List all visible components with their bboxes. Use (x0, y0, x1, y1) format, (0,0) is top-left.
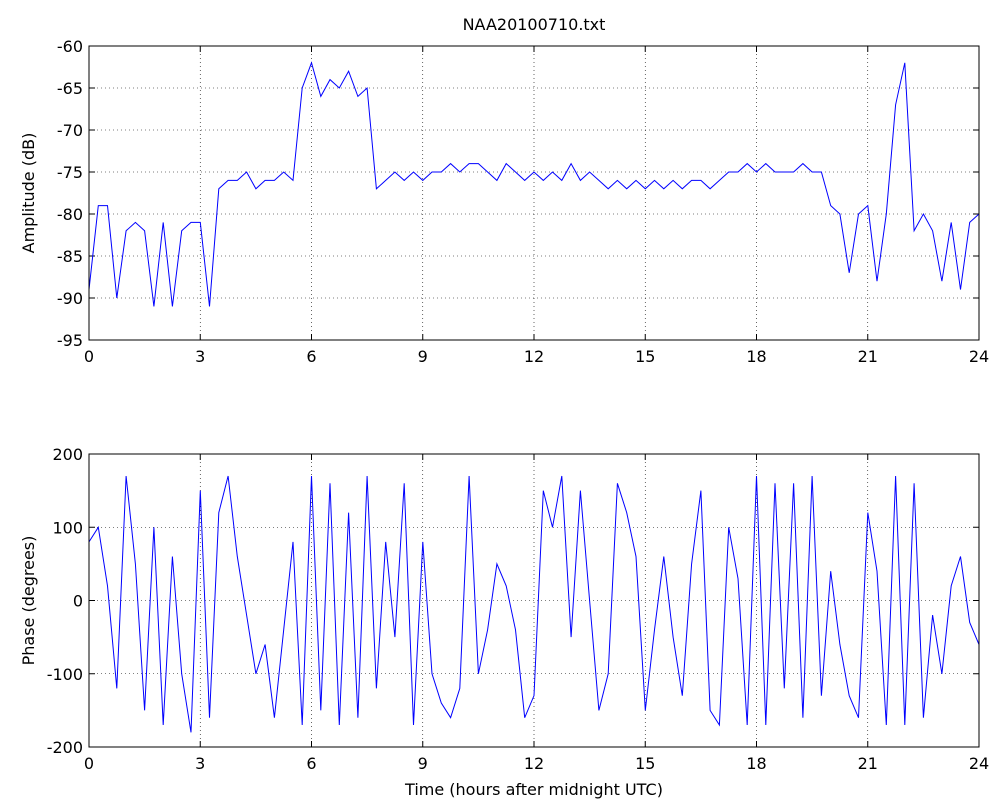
y-axis-label: Phase (degrees) (19, 536, 38, 666)
y-tick-label: -100 (47, 665, 83, 684)
y-tick-label: -95 (57, 331, 83, 350)
x-tick-label: 24 (969, 754, 989, 773)
y-tick-label: -70 (57, 121, 83, 140)
x-tick-label: 3 (195, 347, 205, 366)
x-tick-label: 9 (418, 347, 428, 366)
y-tick-label: -65 (57, 79, 83, 98)
data-line (88, 61, 980, 307)
x-tick-label: 9 (418, 754, 428, 773)
y-tick-label: 200 (52, 445, 83, 464)
data-line (88, 475, 980, 733)
x-tick-label: 15 (635, 754, 655, 773)
x-tick-label: 6 (306, 754, 316, 773)
x-tick-label: 21 (858, 754, 878, 773)
chart-title: NAA20100710.txt (463, 15, 606, 34)
x-tick-label: 15 (635, 347, 655, 366)
x-tick-label: 18 (746, 347, 766, 366)
y-tick-label: 0 (73, 592, 83, 611)
y-tick-label: -80 (57, 205, 83, 224)
x-tick-label: 12 (524, 754, 544, 773)
y-tick-label: -90 (57, 289, 83, 308)
x-tick-label: 0 (84, 754, 94, 773)
y-tick-label: -75 (57, 163, 83, 182)
y-tick-label: -200 (47, 738, 83, 757)
axes-box (88, 453, 980, 748)
y-tick-label: 100 (52, 518, 83, 537)
x-tick-label: 12 (524, 347, 544, 366)
y-tick-label: -60 (57, 37, 83, 56)
x-tick-label: 3 (195, 754, 205, 773)
x-tick-label: 21 (858, 347, 878, 366)
axes-box (88, 45, 980, 341)
y-axis-label: Amplitude (dB) (19, 133, 38, 254)
y-tick-label: -85 (57, 247, 83, 266)
x-tick-label: 0 (84, 347, 94, 366)
x-tick-label: 24 (969, 347, 989, 366)
x-tick-label: 18 (746, 754, 766, 773)
x-tick-label: 6 (306, 347, 316, 366)
x-axis-label: Time (hours after midnight UTC) (404, 780, 663, 799)
